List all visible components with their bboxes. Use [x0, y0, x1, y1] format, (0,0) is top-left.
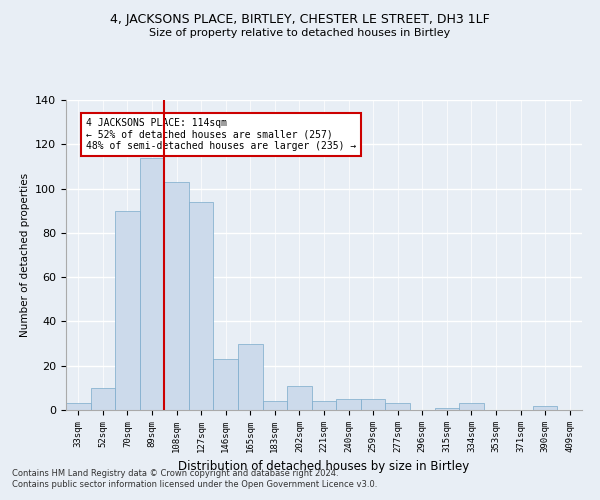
Bar [263, 401, 287, 410]
Bar [336, 399, 361, 410]
Text: Contains HM Land Registry data © Crown copyright and database right 2024.: Contains HM Land Registry data © Crown c… [12, 468, 338, 477]
Y-axis label: Number of detached properties: Number of detached properties [20, 173, 29, 337]
Bar [189, 202, 214, 410]
Text: Size of property relative to detached houses in Birtley: Size of property relative to detached ho… [149, 28, 451, 38]
Bar [91, 388, 115, 410]
X-axis label: Distribution of detached houses by size in Birtley: Distribution of detached houses by size … [178, 460, 470, 473]
Text: Contains public sector information licensed under the Open Government Licence v3: Contains public sector information licen… [12, 480, 377, 489]
Bar [164, 182, 189, 410]
Bar [238, 344, 263, 410]
Bar [140, 158, 164, 410]
Bar [115, 210, 140, 410]
Bar [434, 408, 459, 410]
Bar [361, 399, 385, 410]
Bar [533, 406, 557, 410]
Bar [459, 404, 484, 410]
Bar [312, 401, 336, 410]
Text: 4, JACKSONS PLACE, BIRTLEY, CHESTER LE STREET, DH3 1LF: 4, JACKSONS PLACE, BIRTLEY, CHESTER LE S… [110, 12, 490, 26]
Bar [385, 404, 410, 410]
Text: 4 JACKSONS PLACE: 114sqm
← 52% of detached houses are smaller (257)
48% of semi-: 4 JACKSONS PLACE: 114sqm ← 52% of detach… [86, 118, 356, 151]
Bar [66, 404, 91, 410]
Bar [287, 386, 312, 410]
Bar [214, 359, 238, 410]
